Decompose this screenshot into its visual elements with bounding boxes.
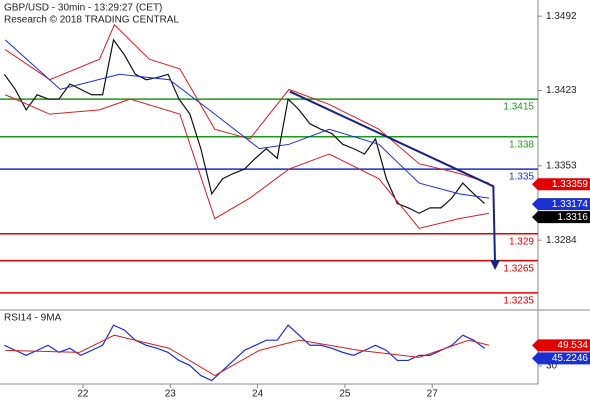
level-label: 1.3265 <box>503 263 534 274</box>
price-badge-label: 1.33359 <box>552 179 589 190</box>
price-badge-label: 49.534 <box>557 340 588 351</box>
price-badge <box>532 198 590 211</box>
chart-subtitle: Research © 2018 TRADING CENTRAL <box>4 15 179 26</box>
series-line <box>3 38 486 214</box>
series-line <box>4 39 490 199</box>
y-tick-label: 30 <box>546 361 558 372</box>
chart-title: GBP/USD - 30min - 13:29:27 (CET) <box>4 3 162 14</box>
rsi-title: RSI14 - 9MA <box>4 313 62 324</box>
x-tick-label: 25 <box>339 389 351 400</box>
level-label: 1.329 <box>509 236 534 247</box>
level-label: 1.338 <box>509 139 534 150</box>
series-line <box>4 23 490 184</box>
y-tick-label: 1.3423 <box>546 85 577 96</box>
trendline <box>289 90 497 267</box>
price-badge <box>532 352 590 365</box>
price-badge-label: 45.2246 <box>552 353 589 364</box>
price-badge <box>532 178 590 191</box>
price-badge-label: 1.33174 <box>552 199 589 210</box>
y-tick-label: 1.3353 <box>546 160 577 171</box>
price-badge <box>532 211 590 224</box>
series-line <box>4 324 485 382</box>
level-label: 1.3415 <box>503 102 534 113</box>
series-line <box>5 94 490 229</box>
level-label: 1.335 <box>509 172 534 183</box>
x-tick-label: 23 <box>165 389 177 400</box>
level-label: 1.3235 <box>503 296 534 307</box>
x-tick-label: 24 <box>252 389 264 400</box>
trend-arrowhead <box>490 260 501 270</box>
x-tick-label: 22 <box>77 389 89 400</box>
x-tick-label: 27 <box>427 389 439 400</box>
price-badge-label: 1.3316 <box>557 212 588 223</box>
price-badge <box>532 339 590 352</box>
series-line <box>5 334 490 377</box>
y-tick-label: 1.3492 <box>546 11 577 22</box>
y-tick-label: 1.3284 <box>546 235 577 246</box>
